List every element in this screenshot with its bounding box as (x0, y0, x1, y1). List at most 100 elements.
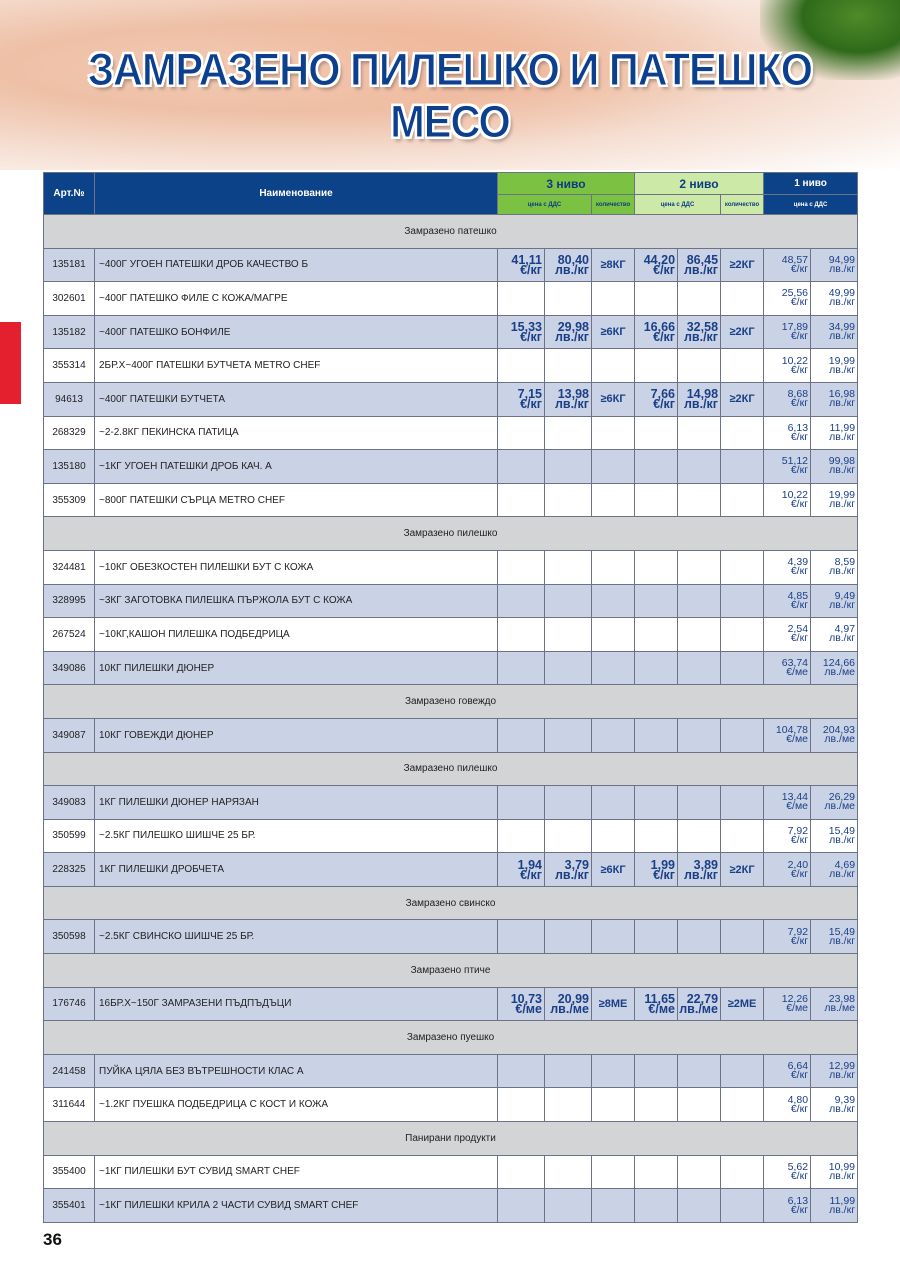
article-number: 176746 (43, 986, 95, 1022)
article-number: 268329 (43, 415, 95, 451)
table-row: 241458 ПУЙКА ЦЯЛА БЕЗ ВЪТРЕШНОСТИ КЛАС А… (43, 1053, 859, 1089)
product-name: ~1КГ ПИЛЕШКИ КРИЛА 2 ЧАСТИ СУВИД SMART C… (94, 1188, 498, 1223)
price-unit: лв./ме (824, 800, 856, 813)
price-value: 9,39 (834, 1093, 856, 1106)
header-banner-photo (0, 0, 900, 170)
article-number: 135180 (43, 449, 95, 484)
product-name: ~1.2КГ ПУЕШКА ПОДБЕДРИЦА С КОСТ И КОЖА (94, 1087, 498, 1123)
t2-empty-cell (677, 818, 722, 854)
price-unit: лв./ме (824, 733, 856, 746)
t1-price-bgn: 26,29 лв./ме (810, 785, 859, 820)
section-title: Замразено пилешко (42, 516, 859, 551)
t2-price-eur: 16,66 €/кг (634, 314, 679, 350)
section-title: Замразено патешко (42, 214, 859, 249)
article-number: 349087 (43, 717, 95, 753)
tier2-price-header: цена с ДДС (634, 194, 722, 215)
t3-empty-cell (497, 818, 545, 854)
article-number: 328995 (43, 583, 95, 619)
price-value: 1,99 (650, 857, 676, 872)
t2-empty-cell (634, 1188, 679, 1223)
t2-empty-cell (634, 1053, 679, 1089)
price-unit: лв./кг (829, 464, 856, 477)
price-value: 4,69 (834, 858, 856, 871)
t2-empty-cell (677, 549, 722, 585)
t1-price-eur: 8,68 €/кг (763, 381, 812, 417)
t1-price-bgn: 9,49 лв./кг (810, 583, 859, 619)
table-row: 355401 ~1КГ ПИЛЕШКИ КРИЛА 2 ЧАСТИ СУВИД S… (43, 1188, 859, 1223)
t1-price-bgn: 19,99 лв./кг (810, 482, 859, 518)
t2-empty-cell (634, 818, 679, 854)
t3-empty-cell (590, 415, 636, 451)
article-number: 135182 (43, 314, 95, 350)
t2-price-eur: 44,20 €/кг (634, 247, 679, 283)
t2-empty-cell (720, 1053, 765, 1089)
t1-price-bgn: 124,66 лв./ме (810, 650, 859, 686)
price-value: 10,73 (510, 991, 542, 1006)
section-row: Замразено пуешко (42, 1020, 859, 1055)
t1-price-bgn: 34,99 лв./кг (810, 314, 859, 350)
t3-price-bgn: 20,99 лв./ме (544, 986, 592, 1022)
col-header-tier2: 2 ниво (634, 172, 765, 195)
price-unit: €/ме (786, 666, 809, 679)
price-value: 34,99 (828, 321, 856, 334)
price-unit: лв./ме (679, 1001, 719, 1016)
t3-empty-cell (544, 1053, 592, 1089)
t3-price-eur: 41,11 €/кг (497, 247, 545, 283)
t1-price-eur: 25,56 €/кг (763, 281, 812, 316)
t2-quantity: ≥2МЕ (720, 986, 765, 1022)
t1-price-bgn: 15,49 лв./кг (810, 818, 859, 854)
price-value: 13,98 (557, 387, 589, 402)
t3-empty-cell (497, 1188, 545, 1223)
t1-price-eur: 7,92 €/кг (763, 919, 812, 955)
t3-empty-cell (497, 482, 545, 518)
price-value: 11,99 (829, 1194, 856, 1207)
product-name: ~400Г ПАТЕШКО БОНФИЛЕ (94, 314, 498, 350)
price-unit: лв./кг (829, 565, 856, 578)
t2-empty-cell (634, 281, 679, 316)
price-unit: лв./кг (554, 397, 589, 412)
price-value: 15,49 (828, 824, 856, 837)
section-title: Замразено пуешко (42, 1020, 859, 1055)
price-unit: €/кг (790, 1069, 809, 1082)
section-row: Замразено пилешко (42, 751, 859, 787)
t3-empty-cell (497, 650, 545, 686)
product-name: ~10КГ,КАШОН ПИЛЕШКА ПОДБЕДРИЦА (94, 617, 498, 652)
t3-price-bgn: 13,98 лв./кг (544, 381, 592, 417)
price-unit: €/кг (790, 330, 809, 343)
article-number: 355314 (43, 348, 95, 383)
table-row: 267524 ~10КГ,КАШОН ПИЛЕШКА ПОДБЕДРИЦА 2,54… (43, 617, 859, 652)
t3-empty-cell (544, 818, 592, 854)
t3-empty-cell (544, 785, 592, 820)
price-unit: лв./кг (683, 330, 719, 345)
price-value: 8,59 (834, 556, 856, 569)
price-value: 1,94 (517, 857, 542, 872)
t1-price-eur: 104,78 €/ме (763, 717, 812, 753)
price-unit: €/кг (520, 330, 542, 345)
price-unit: лв./кг (829, 867, 856, 880)
t1-price-eur: 4,85 €/кг (763, 583, 812, 619)
t2-empty-cell (677, 482, 722, 518)
t3-price-eur: 7,15 €/кг (497, 381, 545, 417)
t1-price-eur: 48,57 €/кг (763, 247, 812, 283)
t1-price-bgn: 4,97 лв./кг (810, 617, 859, 652)
t2-empty-cell (677, 1053, 722, 1089)
price-unit: €/кг (790, 565, 809, 578)
article-number: 349086 (43, 650, 95, 686)
t2-empty-cell (677, 1154, 722, 1190)
t2-empty-cell (677, 348, 722, 383)
t2-empty-cell (720, 583, 765, 619)
price-unit: лв./кг (829, 397, 856, 410)
price-table: Арт.№ Наименование 3 ниво 2 ниво 1 ниво … (42, 172, 859, 1223)
t3-price-eur: 15,33 €/кг (497, 314, 545, 350)
price-unit: €/кг (790, 464, 809, 477)
t3-empty-cell (544, 650, 592, 686)
t3-quantity: ≥6КГ (590, 381, 636, 417)
price-value: 11,65 (644, 991, 676, 1006)
article-number: 324481 (43, 549, 95, 585)
price-unit: лв./кг (554, 330, 589, 345)
t1-price-bgn: 9,39 лв./кг (810, 1087, 859, 1123)
table-row: 355309 ~800Г ПАТЕШКИ СЪРЦА METRO CHEF 10,2… (43, 482, 859, 518)
table-row: 135182 ~400Г ПАТЕШКО БОНФИЛЕ 15,33 €/кг 29,9… (43, 314, 859, 350)
t2-price-eur: 11,65 €/ме (634, 986, 679, 1022)
t1-price-eur: 5,62 €/кг (763, 1154, 812, 1190)
